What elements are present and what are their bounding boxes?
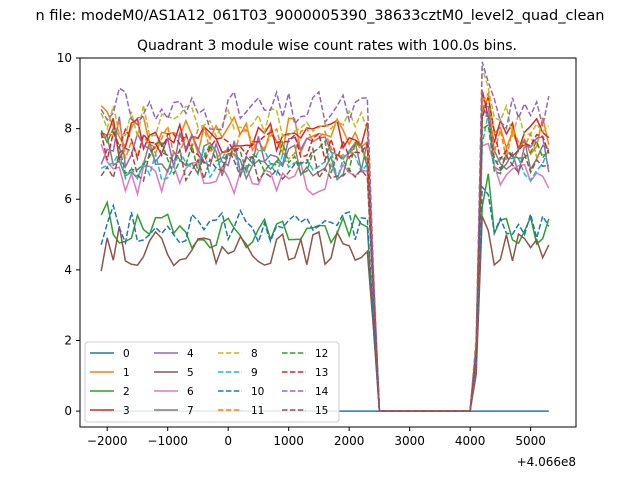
- series-line: [100, 114, 549, 412]
- series-line: [100, 97, 550, 412]
- y-tick-label: 8: [64, 122, 72, 136]
- legend-label: 13: [315, 367, 328, 379]
- x-tick-label: 3000: [394, 434, 425, 448]
- series-line: [100, 216, 550, 412]
- y-tick-label: 2: [64, 333, 72, 347]
- legend-label: 5: [187, 367, 194, 379]
- legend-label: 10: [251, 386, 264, 398]
- y-tick-label: 10: [57, 51, 72, 65]
- x-tick-label: 2000: [334, 434, 365, 448]
- legend-label: 12: [315, 348, 328, 360]
- x-tick-label: −1000: [147, 434, 188, 448]
- legend-label: 11: [251, 405, 264, 417]
- x-tick-label: 0: [224, 434, 232, 448]
- legend-label: 15: [315, 405, 328, 417]
- legend-label: 9: [251, 367, 258, 379]
- y-axis: 0 2 4 6 8 10: [57, 51, 80, 418]
- y-tick-label: 0: [64, 404, 72, 418]
- figure-suptitle: n file: modeM0/AS1A12_061T03_9000005390_…: [36, 8, 605, 24]
- legend-label: 2: [123, 386, 130, 398]
- y-tick-label: 6: [64, 192, 72, 206]
- legend-label: 8: [251, 348, 258, 360]
- y-tick-label: 4: [64, 263, 72, 277]
- legend-label: 1: [123, 367, 130, 379]
- legend-label: 7: [187, 405, 194, 417]
- x-axis: −2000 −1000 0 1000 2000 3000 4000 5000: [87, 427, 546, 448]
- legend-label: 3: [123, 405, 130, 417]
- legend-label: 4: [187, 348, 194, 360]
- legend-label: 6: [187, 386, 194, 398]
- x-tick-label: 4000: [455, 434, 486, 448]
- x-offset-label: +4.066e8: [517, 455, 576, 469]
- chart-title: Quadrant 3 module wise count rates with …: [137, 38, 517, 54]
- x-tick-label: −2000: [87, 434, 128, 448]
- series-line: [100, 61, 550, 412]
- x-tick-label: 5000: [515, 434, 546, 448]
- x-tick-label: 1000: [273, 434, 304, 448]
- legend-label: 0: [123, 348, 130, 360]
- plot-area: [100, 61, 550, 412]
- axes-frame: [79, 57, 577, 428]
- legend-box: [84, 341, 340, 423]
- legend-label: 14: [315, 386, 329, 398]
